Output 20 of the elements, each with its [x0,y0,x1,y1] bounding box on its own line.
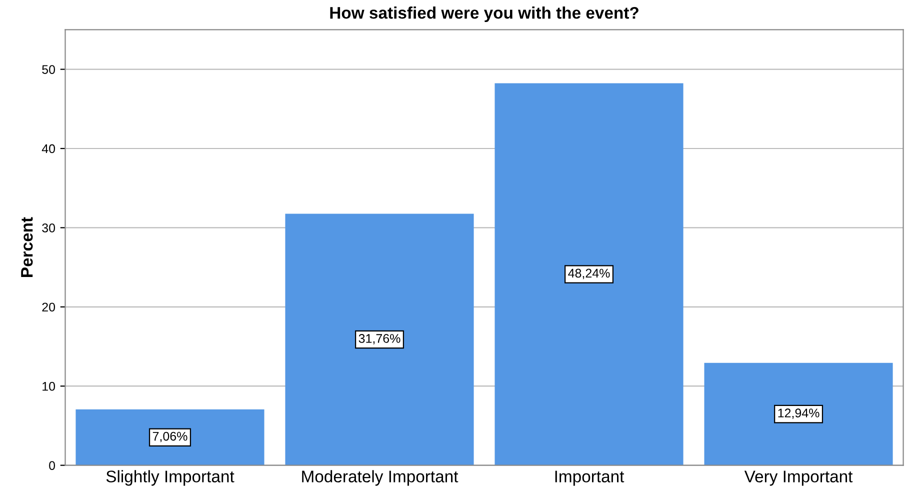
y-tick-label: 10 [42,382,56,391]
data-label: 48,24% [568,268,610,280]
y-tick-label: 0 [49,461,56,470]
data-label: 7,06% [152,432,188,442]
bar [704,362,893,466]
x-tick-label: Important [555,470,624,486]
y-tick-label: 30 [42,224,56,232]
y-tick-label: 50 [42,65,56,74]
y-axis-title: Percent [21,217,33,277]
x-tick-label: Moderately Important [302,470,458,486]
bar [285,214,474,466]
x-tick-label: Very Important [744,470,853,486]
chart-title: How satisfied were you with the event? [330,6,638,22]
bar [76,409,264,466]
x-tick-label: Slightly Important [106,470,234,486]
bar [494,83,684,466]
data-label: 12,94% [778,408,820,419]
y-tick-label: 40 [42,144,56,154]
y-tick-label: 20 [42,302,56,312]
data-label: 31,76% [358,334,400,344]
